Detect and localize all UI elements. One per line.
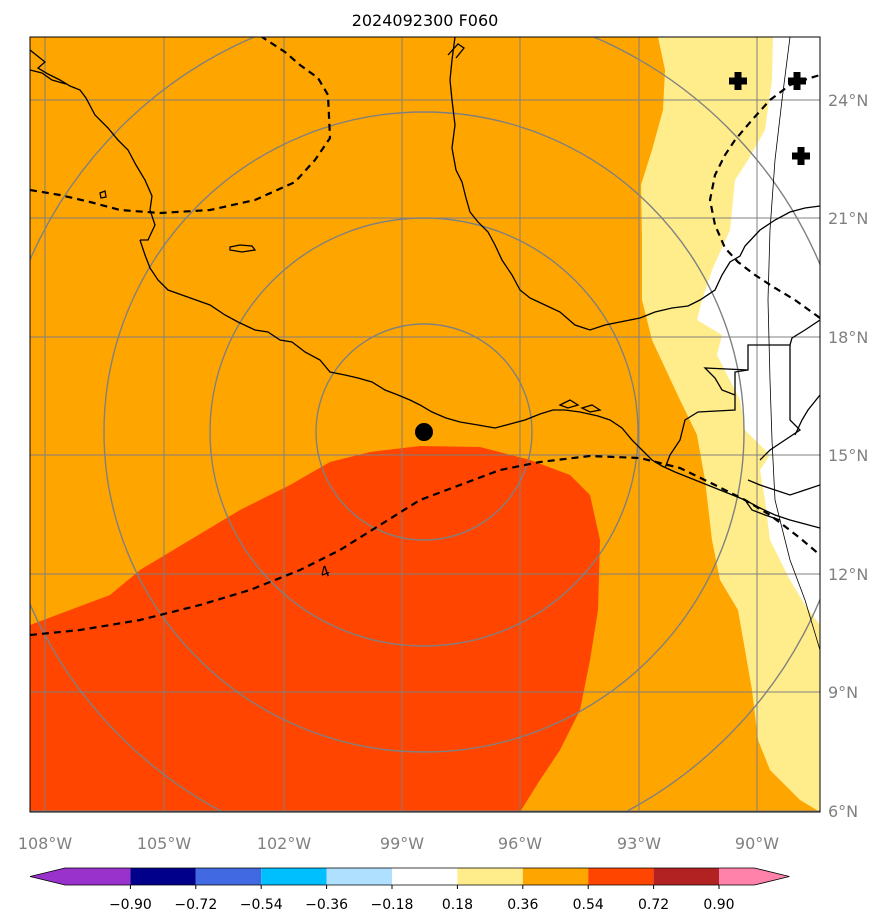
colorbar-segment bbox=[261, 868, 327, 885]
longitude-labels: 108°W 105°W 102°W 99°W 96°W 93°W 90°W bbox=[18, 834, 779, 853]
colorbar-segment bbox=[30, 868, 131, 885]
lon-label: 90°W bbox=[735, 834, 779, 853]
lat-label: 6°N bbox=[828, 802, 858, 821]
shading-red bbox=[30, 446, 600, 812]
coastlines bbox=[30, 37, 820, 529]
colorbar-segment bbox=[457, 868, 523, 885]
colorbar-segment bbox=[653, 868, 719, 885]
lat-label: 21°N bbox=[828, 209, 868, 228]
colorbar-segment bbox=[195, 868, 262, 885]
map-title: 2024092300 F060 bbox=[352, 11, 499, 30]
colorbar-tick-label: −0.36 bbox=[305, 897, 348, 913]
lon-label: 105°W bbox=[137, 834, 192, 853]
colorbar-segment bbox=[392, 868, 458, 885]
map-area: 4 bbox=[30, 37, 820, 812]
colorbar-segment bbox=[588, 868, 654, 885]
colorbar-tick-label: 0.72 bbox=[638, 897, 669, 913]
colorbar-tick-label: −0.72 bbox=[174, 897, 217, 913]
range-ring-1 bbox=[315, 323, 533, 541]
colorbar-segment bbox=[719, 868, 790, 885]
contour-south bbox=[30, 454, 820, 637]
colorbar-tick-label: 0.54 bbox=[573, 897, 604, 913]
gridlines bbox=[30, 37, 820, 812]
dashed-contours bbox=[30, 37, 820, 637]
lon-label: 99°W bbox=[380, 834, 424, 853]
range-rings bbox=[30, 37, 820, 812]
plus-markers bbox=[729, 72, 810, 165]
range-ring-3 bbox=[103, 111, 745, 753]
lat-label: 9°N bbox=[828, 683, 858, 702]
range-ring-2 bbox=[209, 217, 639, 647]
colorbar-tick-label: 0.18 bbox=[442, 897, 473, 913]
storm-center-marker bbox=[415, 423, 433, 441]
shading-white bbox=[697, 37, 820, 625]
colorbar-tick-label: −0.54 bbox=[240, 897, 283, 913]
lat-label: 15°N bbox=[828, 446, 868, 465]
colorbar-segment bbox=[522, 868, 589, 885]
plus-marker-2 bbox=[788, 72, 806, 90]
colorbar-tick-label: −0.18 bbox=[371, 897, 414, 913]
latitude-labels: 24°N 21°N 18°N 15°N 12°N 9°N 6°N bbox=[828, 91, 868, 821]
plus-marker-1 bbox=[729, 72, 747, 90]
colorbar-outline bbox=[29, 867, 790, 886]
colorbar-tick-label: 0.36 bbox=[507, 897, 538, 913]
colorbar: −0.90 −0.72 −0.54 −0.36 −0.18 0.18 0.36 0.54 0.7… bbox=[29, 867, 790, 913]
lat-label: 24°N bbox=[828, 91, 868, 110]
colorbar-tick-label: −0.90 bbox=[109, 897, 152, 913]
colorbar-tick-label: 0.90 bbox=[703, 897, 734, 913]
lon-label: 93°W bbox=[617, 834, 661, 853]
map-frame bbox=[29, 36, 821, 813]
contour-east bbox=[708, 73, 820, 319]
lon-label: 108°W bbox=[18, 834, 73, 853]
lat-label: 12°N bbox=[828, 565, 868, 584]
lon-label: 102°W bbox=[257, 834, 312, 853]
plus-marker-3 bbox=[792, 147, 810, 165]
border-lines bbox=[767, 37, 820, 651]
colorbar-segment bbox=[326, 868, 392, 885]
lon-label: 96°W bbox=[498, 834, 542, 853]
colorbar-segment bbox=[130, 868, 196, 885]
lat-label: 18°N bbox=[828, 328, 868, 347]
